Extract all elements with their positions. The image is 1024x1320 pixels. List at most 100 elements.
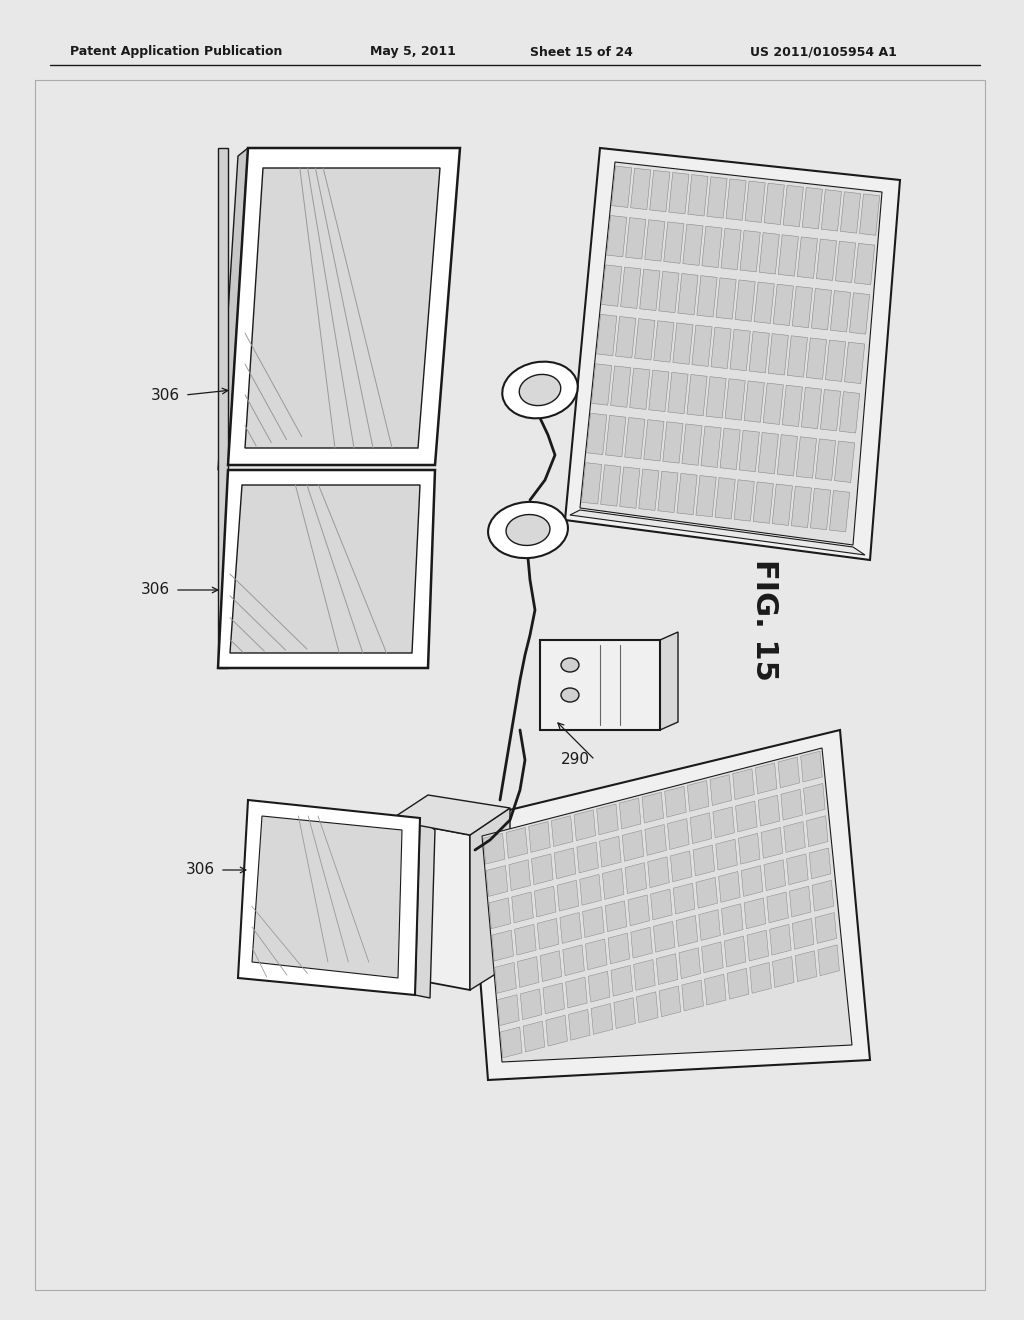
Polygon shape <box>560 912 582 944</box>
Ellipse shape <box>519 375 561 405</box>
Polygon shape <box>818 945 840 975</box>
Polygon shape <box>668 372 688 413</box>
Text: 306: 306 <box>141 582 170 598</box>
Polygon shape <box>668 818 689 850</box>
Polygon shape <box>815 912 837 944</box>
Polygon shape <box>705 974 726 1005</box>
Polygon shape <box>631 168 651 210</box>
Polygon shape <box>696 475 716 517</box>
Polygon shape <box>580 874 601 906</box>
Ellipse shape <box>561 688 579 702</box>
Polygon shape <box>682 979 703 1011</box>
Polygon shape <box>577 842 598 873</box>
Text: Patent Application Publication: Patent Application Publication <box>70 45 283 58</box>
Polygon shape <box>783 821 805 853</box>
Polygon shape <box>630 368 650 409</box>
Polygon shape <box>754 282 774 323</box>
Polygon shape <box>669 173 689 214</box>
Polygon shape <box>778 235 799 276</box>
Polygon shape <box>809 847 830 879</box>
Polygon shape <box>645 219 665 261</box>
Polygon shape <box>587 413 607 454</box>
Text: Sheet 15 of 24: Sheet 15 of 24 <box>530 45 633 58</box>
Polygon shape <box>724 936 745 966</box>
Polygon shape <box>634 960 655 990</box>
Polygon shape <box>610 366 631 408</box>
Polygon shape <box>498 995 519 1026</box>
Polygon shape <box>721 228 741 269</box>
Polygon shape <box>650 890 672 920</box>
Polygon shape <box>628 895 649 925</box>
Polygon shape <box>597 804 618 834</box>
Polygon shape <box>850 293 869 334</box>
Polygon shape <box>750 962 771 993</box>
Polygon shape <box>810 488 830 529</box>
Polygon shape <box>238 800 420 995</box>
Polygon shape <box>778 758 800 788</box>
Polygon shape <box>486 866 508 896</box>
Polygon shape <box>738 833 760 865</box>
Polygon shape <box>715 478 735 519</box>
Polygon shape <box>482 748 852 1063</box>
Polygon shape <box>676 916 697 946</box>
Polygon shape <box>653 921 675 952</box>
Polygon shape <box>649 370 669 412</box>
Polygon shape <box>806 338 826 379</box>
Polygon shape <box>535 886 556 917</box>
Polygon shape <box>781 789 803 820</box>
Polygon shape <box>626 218 646 259</box>
Polygon shape <box>664 222 684 263</box>
Polygon shape <box>645 825 667 855</box>
Polygon shape <box>531 854 553 884</box>
Polygon shape <box>763 383 783 425</box>
Polygon shape <box>758 795 779 826</box>
Polygon shape <box>701 426 721 467</box>
Polygon shape <box>557 880 579 911</box>
Polygon shape <box>821 190 842 231</box>
Polygon shape <box>693 845 715 876</box>
Polygon shape <box>816 239 837 280</box>
Text: US 2011/0105954 A1: US 2011/0105954 A1 <box>750 45 897 58</box>
Polygon shape <box>683 224 703 265</box>
Polygon shape <box>540 640 660 730</box>
Text: FIG. 15: FIG. 15 <box>750 560 779 681</box>
Polygon shape <box>639 469 659 511</box>
Polygon shape <box>772 957 794 987</box>
Polygon shape <box>565 977 587 1008</box>
Polygon shape <box>637 991 658 1023</box>
Polygon shape <box>750 331 769 372</box>
Polygon shape <box>649 170 670 211</box>
Polygon shape <box>772 484 793 525</box>
Polygon shape <box>825 341 846 381</box>
Polygon shape <box>489 898 511 929</box>
Polygon shape <box>835 441 855 482</box>
Polygon shape <box>600 837 622 867</box>
Polygon shape <box>798 236 817 279</box>
Polygon shape <box>597 314 616 355</box>
Polygon shape <box>830 290 851 333</box>
Polygon shape <box>820 389 841 430</box>
Polygon shape <box>591 1003 612 1035</box>
Polygon shape <box>483 833 505 865</box>
Polygon shape <box>523 1022 545 1052</box>
Polygon shape <box>854 243 874 285</box>
Polygon shape <box>390 795 510 836</box>
Polygon shape <box>625 863 646 894</box>
Polygon shape <box>782 385 803 426</box>
Polygon shape <box>739 430 760 471</box>
Polygon shape <box>802 387 821 429</box>
Polygon shape <box>859 194 880 235</box>
Polygon shape <box>648 857 670 887</box>
Polygon shape <box>517 957 539 987</box>
Polygon shape <box>580 162 882 545</box>
Polygon shape <box>768 334 788 375</box>
Polygon shape <box>678 273 698 315</box>
Ellipse shape <box>561 657 579 672</box>
Polygon shape <box>631 927 652 958</box>
Polygon shape <box>697 276 717 317</box>
Polygon shape <box>606 215 627 257</box>
Polygon shape <box>642 792 664 824</box>
Polygon shape <box>492 931 513 961</box>
Polygon shape <box>745 181 765 223</box>
Polygon shape <box>608 933 630 964</box>
